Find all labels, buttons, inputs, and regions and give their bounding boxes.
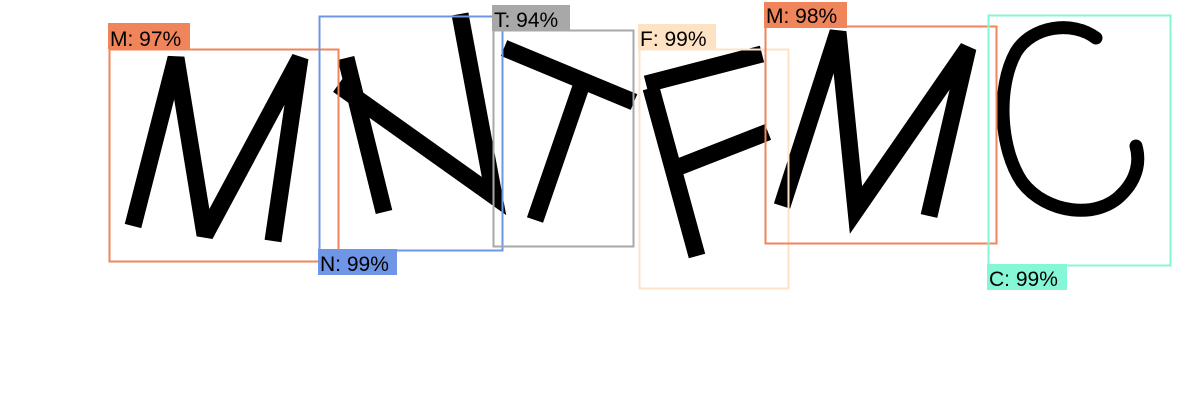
glyph-m-1 <box>124 53 309 243</box>
detection-label-f: F: 99% <box>638 24 716 51</box>
detection-label-c: C: 99% <box>987 264 1067 291</box>
label-background <box>108 23 190 49</box>
detection-box-n <box>318 15 504 252</box>
glyph-c <box>996 21 1145 217</box>
detection-label-n: N: 99% <box>318 249 397 276</box>
label-text: T: 94% <box>494 9 558 32</box>
label-text: M: 97% <box>110 28 181 51</box>
label-text: N: 99% <box>320 253 389 276</box>
label-background <box>987 264 1067 290</box>
detection-box-m-2 <box>764 25 998 245</box>
detection-label-m-1: M: 97% <box>108 23 190 51</box>
label-background <box>492 5 570 31</box>
detection-box-m-1 <box>108 48 340 263</box>
label-text: C: 99% <box>989 268 1058 291</box>
label-background <box>318 249 397 275</box>
glyph-n <box>333 12 507 216</box>
detection-labels: M: 97% N: 99% T: 94% F: 99% M: 98% C: 99… <box>108 2 1067 291</box>
detection-box-c <box>987 14 1172 267</box>
label-background <box>764 2 847 28</box>
label-background <box>638 24 716 50</box>
label-text: F: 99% <box>640 28 707 51</box>
captcha-image <box>124 12 1145 259</box>
glyph-t <box>500 40 638 223</box>
glyph-m-2 <box>773 29 977 234</box>
glyph-f <box>642 45 772 259</box>
label-text: M: 98% <box>766 5 837 28</box>
detection-label-m-2: M: 98% <box>764 2 847 28</box>
detection-label-t: T: 94% <box>492 5 570 32</box>
